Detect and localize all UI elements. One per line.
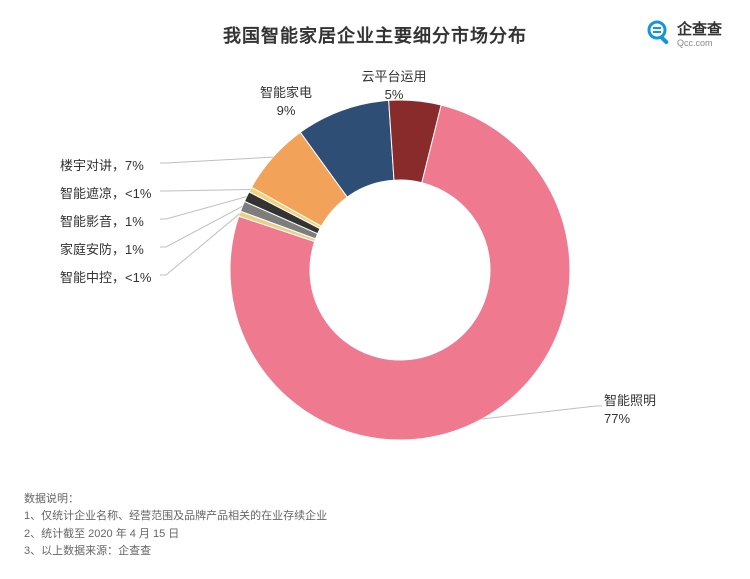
label-lighting: 智能照明77%	[604, 392, 656, 427]
brand-logo: 企查查 Qcc.com	[645, 18, 722, 51]
footnote-line: 1、仅统计企业名称、经营范围及品牌产品相关的在业存续企业	[24, 508, 327, 526]
logo-text-cn: 企查查	[677, 22, 722, 37]
label-security: 家庭安防，1%	[60, 239, 144, 258]
footnote-line: 2、统计截至 2020 年 4 月 15 日	[24, 526, 327, 544]
footnotes: 数据说明： 1、仅统计企业名称、经营范围及品牌产品相关的在业存续企业 2、统计截…	[24, 491, 327, 561]
label-shading: 智能遮凉，<1%	[60, 183, 151, 202]
logo-text-en: Qcc.com	[677, 39, 722, 48]
label-control: 智能中控，<1%	[60, 267, 151, 286]
footnotes-title: 数据说明：	[24, 491, 327, 509]
magnifier-icon	[645, 18, 673, 51]
donut-chart	[220, 90, 580, 450]
chart-title: 我国智能家居企业主要细分市场分布	[0, 22, 750, 48]
label-cloud: 云平台运用5%	[334, 68, 454, 103]
chart-root: 我国智能家居企业主要细分市场分布 企查查 Qcc.com 智能照明77% 智能中控…	[0, 0, 750, 579]
label-intercom: 楼宇对讲，7%	[60, 155, 144, 174]
label-av: 智能影音，1%	[60, 211, 144, 230]
footnote-line: 3、以上数据来源：企查查	[24, 543, 327, 561]
label-appliance: 智能家电9%	[226, 84, 346, 119]
